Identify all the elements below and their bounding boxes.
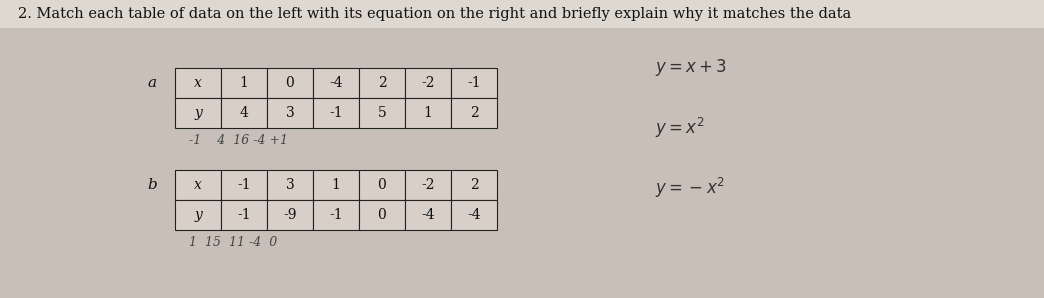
Text: -1: -1 [329,208,342,222]
Text: -2: -2 [421,178,434,192]
Text: -4: -4 [421,208,434,222]
Bar [175,170,221,200]
Text: y: y [194,208,201,222]
Bar [451,200,497,230]
Text: $y = x + 3$: $y = x + 3$ [655,58,728,78]
Bar [267,200,313,230]
Text: 1: 1 [332,178,340,192]
Bar [359,98,405,128]
Text: x: x [194,76,201,90]
Bar [405,98,451,128]
Bar [313,170,359,200]
Bar [313,98,359,128]
Text: 0: 0 [378,208,386,222]
Bar [175,98,221,128]
Bar [221,98,267,128]
Text: -4: -4 [467,208,481,222]
Bar [267,170,313,200]
Text: -1: -1 [467,76,481,90]
Text: 0: 0 [378,178,386,192]
Text: y: y [194,106,201,120]
Text: -2: -2 [421,76,434,90]
Text: 1: 1 [239,76,248,90]
Text: -4: -4 [329,76,342,90]
Text: 4: 4 [239,106,248,120]
Text: $y = x^2$: $y = x^2$ [655,116,705,140]
Text: -1: -1 [237,178,251,192]
Bar [267,68,313,98]
Text: 1: 1 [424,106,432,120]
Bar [405,170,451,200]
Text: 2. Match each table of data on the left with its equation on the right and brief: 2. Match each table of data on the left … [18,7,851,21]
Bar [221,170,267,200]
Text: 2: 2 [470,106,478,120]
Bar [313,200,359,230]
Text: -1    4  16 -4 +1: -1 4 16 -4 +1 [189,134,288,147]
Text: 2: 2 [378,76,386,90]
Text: 3: 3 [286,178,294,192]
Bar [405,200,451,230]
Bar [359,170,405,200]
Text: -1: -1 [329,106,342,120]
Bar [359,200,405,230]
Bar [221,68,267,98]
Bar [451,68,497,98]
Bar [175,200,221,230]
Bar [405,68,451,98]
Text: -9: -9 [283,208,296,222]
Bar [359,68,405,98]
Text: -1: -1 [237,208,251,222]
Text: 5: 5 [378,106,386,120]
Text: x: x [194,178,201,192]
Text: 0: 0 [286,76,294,90]
Text: a: a [148,76,157,90]
Text: 3: 3 [286,106,294,120]
Bar [313,68,359,98]
Text: $y = -x^2$: $y = -x^2$ [655,176,725,200]
Bar [175,68,221,98]
Bar [221,200,267,230]
Bar [451,170,497,200]
Bar [451,98,497,128]
Text: 2: 2 [470,178,478,192]
Bar [267,98,313,128]
Text: 1  15  11 -4  0: 1 15 11 -4 0 [189,236,277,249]
Text: b: b [147,178,157,192]
Bar [0,0,1044,28]
